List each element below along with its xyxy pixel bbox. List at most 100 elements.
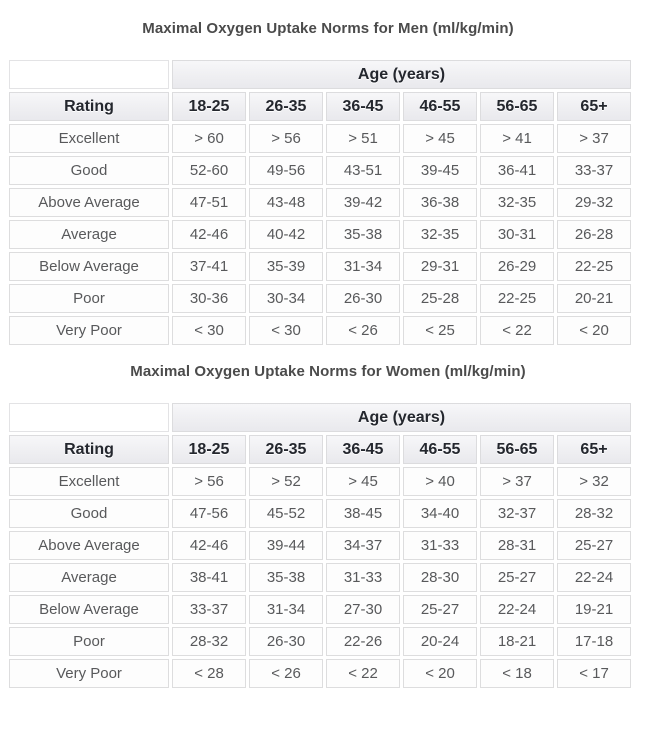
value-cell: 25-27 xyxy=(403,595,477,624)
column-header-row: Rating 18-25 26-35 36-45 46-55 56-65 65+ xyxy=(9,92,631,121)
age-column-header: 46-55 xyxy=(403,435,477,464)
column-header-row: Rating 18-25 26-35 36-45 46-55 56-65 65+ xyxy=(9,435,631,464)
table-row: Above Average 47-51 43-48 39-42 36-38 32-35 29… xyxy=(9,188,631,217)
value-cell: 26-30 xyxy=(326,284,400,313)
corner-cell xyxy=(9,60,169,89)
value-cell: 26-30 xyxy=(249,627,323,656)
table-row: Average 38-41 35-38 31-33 28-30 25-27 22-24 xyxy=(9,563,631,592)
vo2max-norms-page: Maximal Oxygen Uptake Norms for Men (ml/… xyxy=(0,20,656,691)
value-cell: 29-32 xyxy=(557,188,631,217)
age-span-row: Age (years) xyxy=(9,60,631,89)
value-cell: < 30 xyxy=(172,316,246,345)
value-cell: 18-21 xyxy=(480,627,554,656)
value-cell: 19-21 xyxy=(557,595,631,624)
value-cell: 20-24 xyxy=(403,627,477,656)
rating-cell: Below Average xyxy=(9,252,169,281)
women-norms-section: Maximal Oxygen Uptake Norms for Women (m… xyxy=(0,363,656,691)
value-cell: < 28 xyxy=(172,659,246,688)
value-cell: 39-42 xyxy=(326,188,400,217)
rating-cell: Above Average xyxy=(9,531,169,560)
age-column-header: 26-35 xyxy=(249,435,323,464)
value-cell: 30-34 xyxy=(249,284,323,313)
value-cell: < 30 xyxy=(249,316,323,345)
value-cell: 20-21 xyxy=(557,284,631,313)
value-cell: 26-29 xyxy=(480,252,554,281)
rating-cell: Very Poor xyxy=(9,316,169,345)
value-cell: 34-40 xyxy=(403,499,477,528)
value-cell: 27-30 xyxy=(326,595,400,624)
value-cell: 47-51 xyxy=(172,188,246,217)
value-cell: 17-18 xyxy=(557,627,631,656)
rating-header: Rating xyxy=(9,92,169,121)
value-cell: 43-48 xyxy=(249,188,323,217)
table-title: Maximal Oxygen Uptake Norms for Men (ml/… xyxy=(142,20,514,37)
rating-cell: Average xyxy=(9,220,169,249)
age-span-row: Age (years) xyxy=(9,403,631,432)
value-cell: < 22 xyxy=(326,659,400,688)
rating-cell: Excellent xyxy=(9,124,169,153)
value-cell: > 45 xyxy=(403,124,477,153)
value-cell: 32-35 xyxy=(480,188,554,217)
age-column-header: 18-25 xyxy=(172,435,246,464)
value-cell: 39-44 xyxy=(249,531,323,560)
value-cell: > 56 xyxy=(249,124,323,153)
value-cell: > 51 xyxy=(326,124,400,153)
value-cell: 42-46 xyxy=(172,531,246,560)
rating-cell: Average xyxy=(9,563,169,592)
value-cell: 36-41 xyxy=(480,156,554,185)
value-cell: 28-32 xyxy=(172,627,246,656)
value-cell: > 56 xyxy=(172,467,246,496)
table-row: Below Average 37-41 35-39 31-34 29-31 26-29 22… xyxy=(9,252,631,281)
value-cell: 40-42 xyxy=(249,220,323,249)
value-cell: > 37 xyxy=(480,467,554,496)
value-cell: > 32 xyxy=(557,467,631,496)
value-cell: 32-37 xyxy=(480,499,554,528)
table-row: Good 52-60 49-56 43-51 39-45 36-41 33-37 xyxy=(9,156,631,185)
age-column-header: 36-45 xyxy=(326,435,400,464)
value-cell: > 60 xyxy=(172,124,246,153)
rating-cell: Poor xyxy=(9,284,169,313)
table-title: Maximal Oxygen Uptake Norms for Women (m… xyxy=(130,363,526,380)
value-cell: < 18 xyxy=(480,659,554,688)
table-row: Above Average 42-46 39-44 34-37 31-33 28-31 25… xyxy=(9,531,631,560)
table-row: Excellent > 56 > 52 > 45 > 40 > 37 > 32 xyxy=(9,467,631,496)
value-cell: 42-46 xyxy=(172,220,246,249)
value-cell: > 41 xyxy=(480,124,554,153)
value-cell: 34-37 xyxy=(326,531,400,560)
age-column-header: 65+ xyxy=(557,435,631,464)
value-cell: 25-27 xyxy=(480,563,554,592)
value-cell: 26-28 xyxy=(557,220,631,249)
value-cell: < 20 xyxy=(557,316,631,345)
value-cell: 32-35 xyxy=(403,220,477,249)
table-body: Excellent > 60 > 56 > 51 > 45 > 41 > 37 Good 52-… xyxy=(9,124,631,345)
corner-cell xyxy=(9,403,169,432)
value-cell: > 45 xyxy=(326,467,400,496)
table-row: Average 42-46 40-42 35-38 32-35 30-31 26-28 xyxy=(9,220,631,249)
value-cell: < 25 xyxy=(403,316,477,345)
value-cell: > 52 xyxy=(249,467,323,496)
age-column-header: 36-45 xyxy=(326,92,400,121)
value-cell: 29-31 xyxy=(403,252,477,281)
value-cell: 35-39 xyxy=(249,252,323,281)
value-cell: 38-45 xyxy=(326,499,400,528)
value-cell: 25-28 xyxy=(403,284,477,313)
value-cell: 22-24 xyxy=(557,563,631,592)
age-years-header: Age (years) xyxy=(172,403,631,432)
table-row: Good 47-56 45-52 38-45 34-40 32-37 28-32 xyxy=(9,499,631,528)
value-cell: 22-25 xyxy=(557,252,631,281)
value-cell: 25-27 xyxy=(557,531,631,560)
value-cell: < 26 xyxy=(249,659,323,688)
table-row: Very Poor < 30 < 30 < 26 < 25 < 22 < 20 xyxy=(9,316,631,345)
value-cell: > 37 xyxy=(557,124,631,153)
value-cell: < 22 xyxy=(480,316,554,345)
value-cell: 35-38 xyxy=(326,220,400,249)
rating-cell: Very Poor xyxy=(9,659,169,688)
value-cell: 37-41 xyxy=(172,252,246,281)
value-cell: 31-34 xyxy=(249,595,323,624)
value-cell: 38-41 xyxy=(172,563,246,592)
value-cell: 22-25 xyxy=(480,284,554,313)
value-cell: 28-32 xyxy=(557,499,631,528)
value-cell: < 26 xyxy=(326,316,400,345)
value-cell: 30-36 xyxy=(172,284,246,313)
value-cell: 39-45 xyxy=(403,156,477,185)
